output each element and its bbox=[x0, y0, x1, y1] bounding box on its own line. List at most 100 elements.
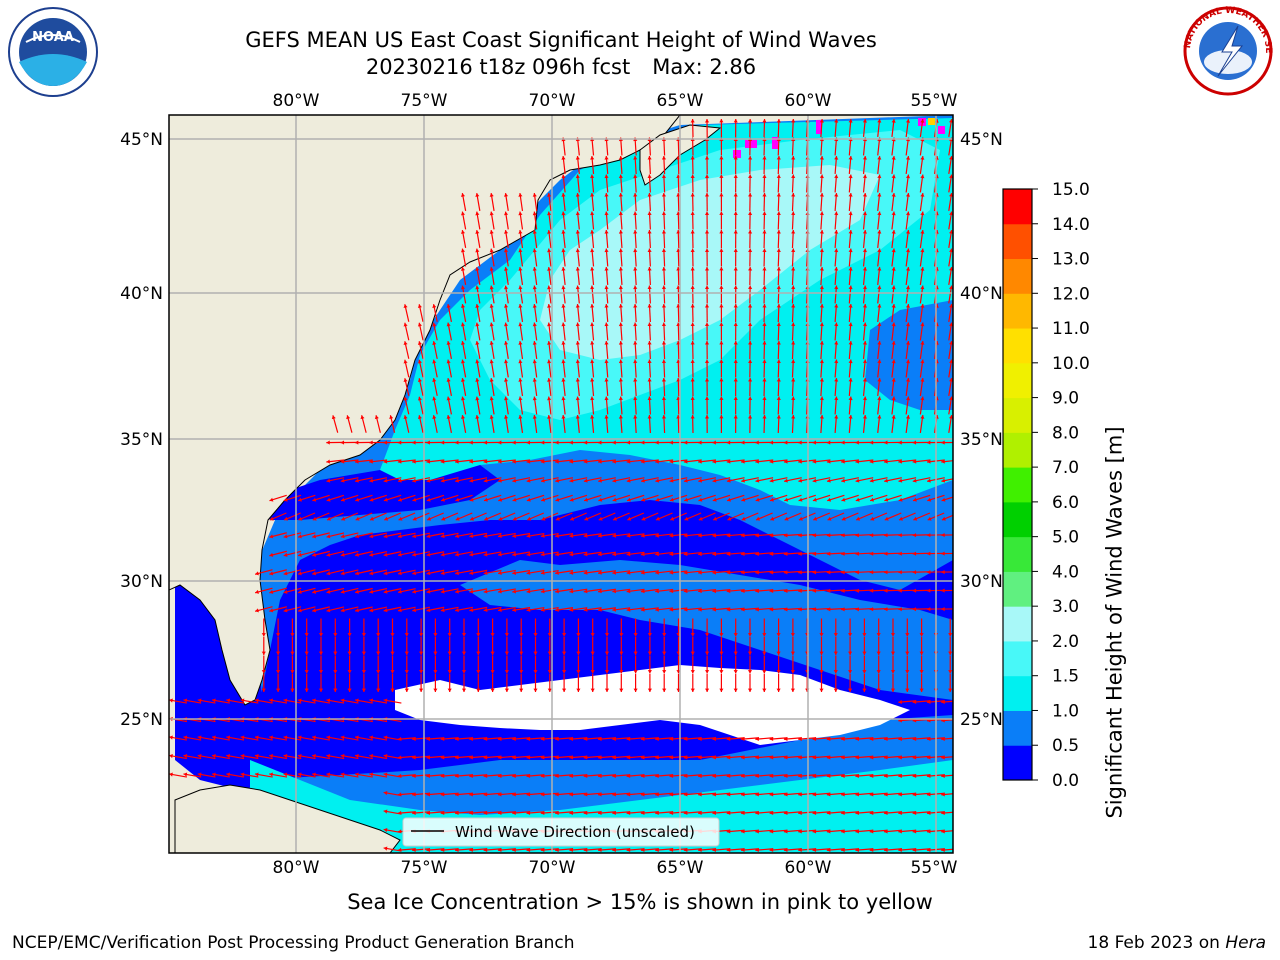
wave-arrow-head bbox=[417, 304, 422, 308]
wave-arrow-head bbox=[404, 670, 409, 674]
wave-arrow-head bbox=[626, 755, 631, 760]
wave-arrow-head bbox=[562, 670, 567, 674]
wave-arrow-head bbox=[226, 772, 231, 777]
wave-arrow-head bbox=[304, 633, 309, 637]
wave-arrow-head bbox=[547, 688, 552, 692]
wave-arrow-head bbox=[661, 322, 667, 327]
wave-arrow-head bbox=[862, 193, 867, 197]
wave-arrow-head bbox=[812, 607, 817, 612]
wave-arrow-head bbox=[604, 156, 609, 160]
wave-arrow-head bbox=[948, 651, 953, 655]
wave-arrow-head bbox=[318, 688, 324, 692]
wave-arrow-head bbox=[547, 230, 552, 234]
wave-arrow-head bbox=[713, 516, 718, 521]
wave-arrow-head bbox=[726, 736, 731, 742]
wave-arrow-head bbox=[483, 792, 488, 797]
wave-arrow-head bbox=[876, 688, 881, 692]
wave-arrow-head bbox=[540, 773, 545, 779]
wave-arrow-head bbox=[776, 248, 781, 253]
wave-arrow-head bbox=[633, 248, 638, 253]
wave-arrow-head bbox=[912, 551, 917, 556]
wave-arrow-head bbox=[748, 193, 753, 197]
wave-arrow-head bbox=[877, 248, 882, 253]
wave-arrow-head bbox=[741, 516, 746, 521]
wave-arrow-head bbox=[640, 552, 645, 557]
wave-arrow-head bbox=[891, 396, 896, 401]
wave-arrow-head bbox=[841, 810, 845, 816]
wave-arrow-head bbox=[297, 534, 302, 539]
wave-arrow-head bbox=[384, 516, 389, 521]
wave-arrow-head bbox=[540, 570, 545, 575]
wave-arrow-head bbox=[318, 633, 324, 637]
wave-arrow-head bbox=[783, 459, 788, 464]
wave-arrow-head bbox=[633, 633, 638, 637]
wave-arrow-head bbox=[869, 736, 874, 742]
wave-arrow-head bbox=[540, 810, 545, 816]
wave-arrow-head bbox=[627, 516, 632, 521]
wave-arrow-head bbox=[669, 478, 674, 483]
wave-arrow-head bbox=[798, 792, 802, 797]
wave-arrow-head bbox=[741, 533, 745, 538]
lon-label-top: 65°W bbox=[657, 91, 704, 111]
wave-arrow-head bbox=[841, 847, 845, 853]
wave-arrow-head bbox=[755, 755, 759, 760]
wave-arrow-head bbox=[376, 670, 381, 674]
wave-arrow-head bbox=[469, 478, 474, 483]
wave-arrow-head bbox=[483, 736, 488, 742]
wave-arrow-head bbox=[834, 230, 839, 234]
wave-arrow-head bbox=[397, 552, 402, 557]
wave-arrow-head bbox=[712, 570, 717, 575]
wave-arrow-head bbox=[598, 736, 602, 742]
wave-arrow-head bbox=[669, 810, 674, 816]
wave-arrow-head bbox=[791, 230, 796, 234]
colorbar-tick-label: 7.0 bbox=[1052, 458, 1079, 478]
wave-arrow-head bbox=[455, 736, 459, 742]
colorbar-swatch bbox=[1003, 397, 1032, 433]
wave-arrow-head bbox=[433, 688, 438, 692]
wave-arrow-head bbox=[862, 322, 867, 327]
wave-arrow-head bbox=[612, 552, 617, 557]
wave-arrow-head bbox=[547, 322, 552, 327]
wave-arrow-head bbox=[869, 551, 874, 556]
wave-arrow-head bbox=[698, 792, 702, 797]
lon-label-bottom: 60°W bbox=[785, 858, 832, 878]
wave-arrow-head bbox=[684, 497, 689, 502]
wave-arrow-head bbox=[869, 440, 874, 445]
wave-arrow-head bbox=[848, 670, 853, 674]
wave-arrow-head bbox=[483, 810, 488, 816]
wave-arrow-head bbox=[604, 633, 610, 637]
wave-arrow-head bbox=[440, 440, 445, 445]
wave-arrow-head bbox=[312, 571, 317, 576]
wave-arrow-head bbox=[333, 651, 338, 655]
wave-arrow-head bbox=[355, 608, 359, 613]
wave-arrow-head bbox=[698, 589, 702, 594]
wave-arrow-head bbox=[297, 754, 302, 759]
wave-arrow-head bbox=[812, 497, 817, 502]
wave-arrow-head bbox=[647, 322, 652, 327]
wave-arrow-head bbox=[949, 174, 953, 179]
wave-arrow-head bbox=[561, 359, 566, 364]
wave-arrow-head bbox=[855, 736, 860, 742]
wave-arrow-head bbox=[419, 651, 424, 655]
wave-arrow-head bbox=[598, 440, 602, 445]
wave-arrow-head bbox=[855, 497, 860, 502]
wave-arrow-head bbox=[819, 633, 824, 637]
wave-arrow-head bbox=[261, 688, 266, 692]
wave-arrow-head bbox=[655, 736, 659, 742]
wave-arrow-head bbox=[169, 754, 173, 759]
wave-arrow-head bbox=[512, 736, 516, 742]
wave-arrow-head bbox=[397, 829, 402, 834]
wave-arrow-head bbox=[877, 211, 882, 216]
wave-arrow-head bbox=[748, 378, 753, 382]
wave-arrow-head bbox=[812, 570, 817, 575]
wave-arrow-head bbox=[627, 497, 631, 502]
wave-arrow-head bbox=[460, 341, 466, 345]
wave-arrow-head bbox=[633, 359, 638, 364]
wave-arrow-head bbox=[383, 772, 388, 777]
wave-arrow-head bbox=[618, 248, 623, 253]
wave-arrow-head bbox=[403, 396, 408, 401]
wave-arrow-head bbox=[841, 792, 845, 797]
colorbar-tick-label: 6.0 bbox=[1052, 493, 1079, 513]
wave-arrow-head bbox=[583, 589, 588, 594]
wave-arrow-head bbox=[855, 533, 859, 538]
